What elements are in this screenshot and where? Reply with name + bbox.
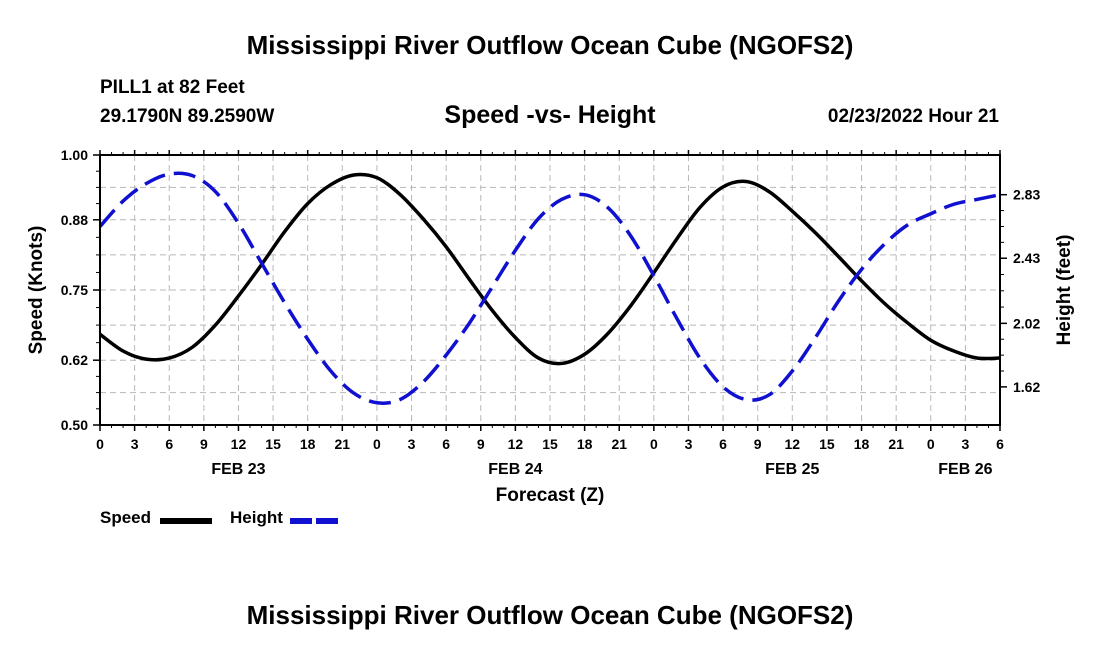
x-tick-label: 21 xyxy=(611,436,627,452)
x-tick-label: 18 xyxy=(854,436,870,452)
y-left-tick-label: 1.00 xyxy=(61,147,88,163)
x-tick-label: 12 xyxy=(508,436,524,452)
date-label: FEB 23 xyxy=(211,461,265,478)
y-right-tick-label: 2.43 xyxy=(1013,250,1040,266)
x-tick-label: 0 xyxy=(373,436,381,452)
series-layer xyxy=(98,171,1001,405)
x-tick-label: 15 xyxy=(819,436,835,452)
chart-title: Speed -vs- Height xyxy=(444,101,656,129)
x-tick-label: 3 xyxy=(961,436,969,452)
legend-height-swatch xyxy=(290,518,342,524)
y-right-tick-label: 2.83 xyxy=(1013,187,1040,203)
station-coords: 29.1790N 89.2590W xyxy=(100,106,275,127)
x-tick-label: 0 xyxy=(96,436,104,452)
x-tick-label: 9 xyxy=(200,436,208,452)
run-time: 02/23/2022 Hour 21 xyxy=(827,106,999,127)
y-axis-right-title: Height (feet) xyxy=(1054,235,1075,346)
x-tick-label: 15 xyxy=(542,436,558,452)
x-tick-label: 21 xyxy=(888,436,904,452)
series-line-speed xyxy=(98,172,1001,366)
main-title-repeat: Mississippi River Outflow Ocean Cube (NG… xyxy=(246,600,854,630)
x-tick-label: 6 xyxy=(719,436,727,452)
x-tick-label: 6 xyxy=(165,436,173,452)
station-name: PILL1 at 82 Feet xyxy=(100,77,245,98)
x-tick-label: 15 xyxy=(265,436,281,452)
y-right-tick-label: 2.02 xyxy=(1013,315,1040,331)
x-tick-label: 18 xyxy=(300,436,316,452)
x-tick-label: 3 xyxy=(131,436,139,452)
y-left-tick-label: 0.88 xyxy=(61,212,88,228)
y-left-tick-label: 0.62 xyxy=(61,352,88,368)
axes: 0 3 6 9 12 15 18 21 0 3 6 9 12 15 18 21 0 3 6 9 12 15 18 21 0 3 6F… xyxy=(61,147,1041,478)
date-label: FEB 26 xyxy=(938,461,992,478)
x-tick-label: 18 xyxy=(577,436,593,452)
x-tick-label: 6 xyxy=(996,436,1004,452)
x-tick-label: 12 xyxy=(785,436,801,452)
x-tick-label: 9 xyxy=(754,436,762,452)
x-tick-label: 9 xyxy=(477,436,485,452)
x-tick-label: 6 xyxy=(442,436,450,452)
legend-height-label: Height xyxy=(230,508,283,527)
y-left-tick-label: 0.50 xyxy=(61,417,88,433)
x-axis-title: Forecast (Z) xyxy=(496,485,605,506)
y-axis-left-title: Speed (Knots) xyxy=(26,226,47,355)
x-tick-label: 0 xyxy=(927,436,935,452)
grid xyxy=(100,155,1000,425)
legend-speed-swatch xyxy=(160,518,212,524)
date-label: FEB 24 xyxy=(488,461,542,478)
x-tick-label: 12 xyxy=(231,436,247,452)
series-line-height xyxy=(98,171,1001,405)
x-tick-label: 21 xyxy=(335,436,351,452)
x-tick-label: 3 xyxy=(408,436,416,452)
legend-speed-label: Speed xyxy=(100,508,152,527)
x-tick-label: 0 xyxy=(650,436,658,452)
x-tick-label: 3 xyxy=(685,436,693,452)
y-right-tick-label: 1.62 xyxy=(1013,379,1040,395)
main-title: Mississippi River Outflow Ocean Cube (NG… xyxy=(246,30,854,60)
date-label: FEB 25 xyxy=(765,461,819,478)
y-left-tick-label: 0.75 xyxy=(61,282,88,298)
